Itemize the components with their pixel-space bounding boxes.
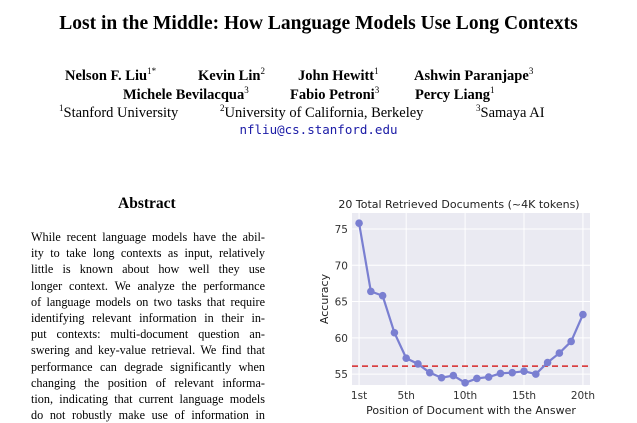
data-point xyxy=(532,370,540,378)
series-group xyxy=(355,219,587,387)
y-tick-label: 65 xyxy=(335,297,348,309)
author-7: Percy Liang1 xyxy=(415,85,495,103)
abstract-line: longer context. We analyze the performan… xyxy=(31,278,265,293)
y-tick-label: 70 xyxy=(335,260,348,272)
data-point xyxy=(496,369,505,378)
author-1: Nelson F. Liu1* xyxy=(65,66,157,84)
abstract-line: do not robustly make use of information … xyxy=(31,408,265,423)
x-tick-label: 1st xyxy=(351,390,367,402)
paper-title: Lost in the Middle: How Language Models … xyxy=(59,13,578,34)
x-axis-label: Position of Document with the Answer xyxy=(366,404,576,417)
data-point xyxy=(520,367,528,376)
contact-email[interactable]: nfliu@cs.stanford.edu xyxy=(239,122,398,137)
affiliation-3: 3Samaya AI xyxy=(476,103,545,121)
data-point xyxy=(473,374,481,383)
author-3: John Hewitt1 xyxy=(298,66,379,84)
abstract-line: tion, indicating that current language m… xyxy=(31,391,265,406)
abstract-line: changing the position of relevant inform… xyxy=(31,375,265,390)
data-point xyxy=(449,371,458,380)
data-point xyxy=(484,373,493,381)
abstract-line: performance can degrade significantly wh… xyxy=(31,359,265,374)
author-6: Fabio Petroni3 xyxy=(290,85,380,103)
accuracy-line-chart: 20 Total Retrieved Documents (~4K tokens… xyxy=(318,198,595,417)
y-tick-label: 75 xyxy=(335,224,348,236)
abstract-text: While recent language models have the ab… xyxy=(31,229,265,423)
data-point xyxy=(414,360,422,368)
abstract-line: swering and key-value retrieval. We find… xyxy=(31,343,265,358)
data-point xyxy=(567,337,575,346)
chart-title: 20 Total Retrieved Documents (~4K tokens… xyxy=(338,198,579,211)
x-tick-label: 20th xyxy=(571,390,595,402)
data-point xyxy=(425,368,434,377)
data-point xyxy=(555,349,564,357)
data-point xyxy=(508,368,517,377)
tick-labels: 55 60 65 70 75 1st 5th 10th 15th 20th xyxy=(335,224,595,402)
x-tick-label: 15th xyxy=(512,390,536,402)
y-tick-label: 55 xyxy=(335,369,348,381)
abstract-line: little is known about how well they use xyxy=(31,262,265,277)
y-axis-label: Accuracy xyxy=(318,273,331,324)
y-tick-label: 60 xyxy=(335,333,348,345)
abstract-heading: Abstract xyxy=(118,195,176,212)
abstract-line: ity to take long contexts as input, rela… xyxy=(31,246,265,261)
plot-area xyxy=(352,213,590,385)
abstract-line: identifying relevant information in thei… xyxy=(31,310,265,325)
affiliation-2: 2University of California, Berkeley xyxy=(220,103,424,121)
data-point xyxy=(402,354,410,362)
abstract-line: While recent language models have the ab… xyxy=(31,230,265,244)
data-point xyxy=(461,379,469,387)
author-5: Michele Bevilacqua3 xyxy=(123,85,249,103)
author-4: Ashwin Paranjape3 xyxy=(414,66,534,84)
abstract-line: of language models on two tasks that req… xyxy=(31,294,265,309)
x-tick-label: 5th xyxy=(397,390,414,402)
abstract-line: put contexts: multi-document question an… xyxy=(31,327,265,342)
data-point xyxy=(579,310,587,319)
data-point xyxy=(355,219,363,227)
author-2: Kevin Lin2 xyxy=(198,66,265,84)
grid xyxy=(352,213,590,385)
data-point xyxy=(367,287,375,296)
data-point xyxy=(437,373,446,382)
data-point xyxy=(390,328,399,337)
data-point xyxy=(378,291,387,300)
data-point xyxy=(543,358,552,367)
x-tick-label: 10th xyxy=(453,390,477,402)
affiliation-1: 1Stanford University xyxy=(59,103,179,121)
